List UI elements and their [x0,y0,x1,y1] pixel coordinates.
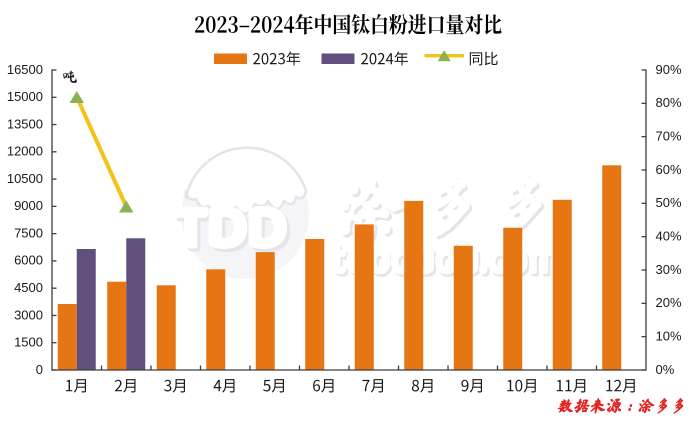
svg-text:4500: 4500 [14,280,43,295]
svg-text:3000: 3000 [14,307,43,322]
svg-text:6000: 6000 [14,253,43,268]
svg-text:60%: 60% [656,162,682,177]
svg-text:15000: 15000 [7,89,43,104]
svg-text:1500: 1500 [14,335,43,350]
svg-text:12000: 12000 [7,144,43,159]
svg-text:90%: 90% [656,62,682,77]
svg-text:40%: 40% [656,229,682,244]
svg-text:10%: 10% [656,329,682,344]
svg-text:7500: 7500 [14,225,43,240]
svg-text:0: 0 [36,362,43,377]
svg-text:30%: 30% [656,262,682,277]
svg-text:20%: 20% [656,295,682,310]
svg-text:70%: 70% [656,129,682,144]
svg-text:50%: 50% [656,195,682,210]
svg-text:10500: 10500 [7,171,43,186]
svg-text:9000: 9000 [14,198,43,213]
svg-text:16500: 16500 [7,62,43,77]
svg-text:80%: 80% [656,95,682,110]
svg-text:0%: 0% [656,362,675,377]
svg-text:13500: 13500 [7,116,43,131]
